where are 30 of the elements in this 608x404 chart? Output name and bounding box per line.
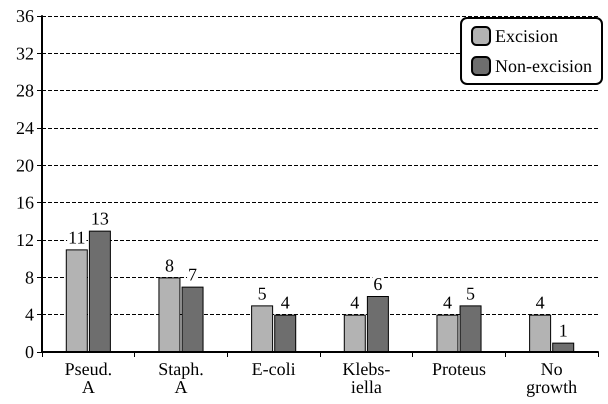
- x-tick-label: Pseud. A: [64, 359, 112, 397]
- y-tick-label: 4: [25, 304, 34, 325]
- y-tick-label: 8: [25, 267, 34, 288]
- data-label: 4: [442, 292, 452, 313]
- x-tick-label: No growth: [526, 359, 578, 397]
- data-label: 4: [280, 292, 290, 313]
- y-tick-label: 36: [16, 6, 34, 26]
- x-tick-label: E-coli: [252, 359, 296, 379]
- y-tick-label: 32: [16, 43, 34, 64]
- legend-label: Non-excision: [495, 56, 592, 76]
- data-label: 8: [164, 255, 174, 276]
- y-tick-label: 16: [16, 192, 34, 213]
- y-tick-label: 20: [16, 155, 34, 176]
- y-tick-label: 24: [16, 118, 34, 138]
- data-label: 6: [373, 274, 382, 294]
- data-label: 7: [188, 264, 198, 285]
- y-tick-label: 0: [25, 342, 34, 362]
- data-label: 5: [466, 283, 476, 304]
- y-tick-label: 12: [16, 230, 34, 250]
- x-tick-label: Staph. A: [158, 359, 204, 397]
- data-label: 4: [536, 292, 545, 313]
- x-tick-label: Klebs- iella: [342, 359, 390, 397]
- data-label: 13: [90, 208, 109, 229]
- y-tick-label: 28: [16, 80, 34, 101]
- data-label: 1: [558, 320, 568, 341]
- data-label: 11: [68, 227, 86, 248]
- legend-label: Excision: [495, 26, 558, 46]
- data-label: 4: [350, 292, 360, 313]
- x-tick-label: Proteus: [432, 359, 486, 379]
- data-label: 5: [258, 283, 267, 304]
